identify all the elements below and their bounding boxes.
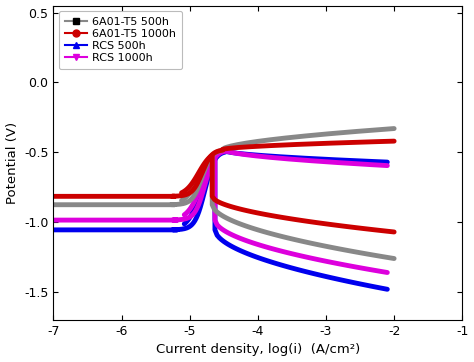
Legend: 6A01-T5 500h, 6A01-T5 1000h, RCS 500h, RCS 1000h: 6A01-T5 500h, 6A01-T5 1000h, RCS 500h, R…: [59, 11, 182, 69]
X-axis label: Current density, log(i)  (A/cm²): Current density, log(i) (A/cm²): [156, 344, 360, 357]
Y-axis label: Potential (V): Potential (V): [6, 122, 18, 204]
